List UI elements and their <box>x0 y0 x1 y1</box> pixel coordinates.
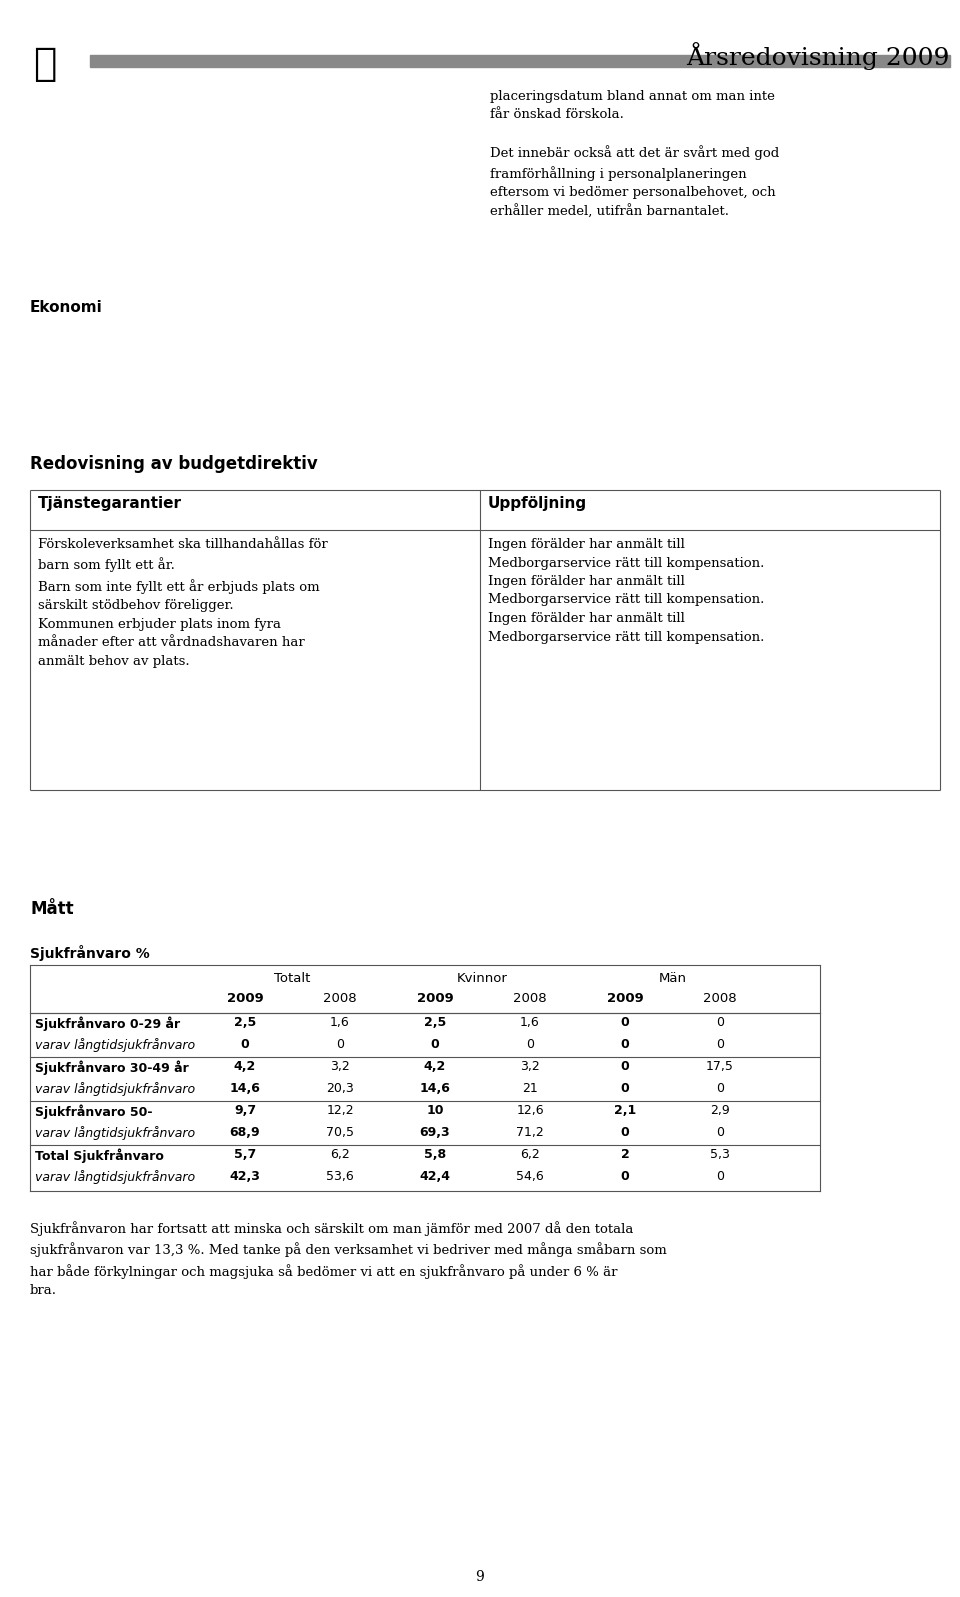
Text: Sjukfrånvaro 30-49 år: Sjukfrånvaro 30-49 år <box>35 1060 189 1075</box>
Text: Totalt: Totalt <box>275 973 311 985</box>
Text: 0: 0 <box>241 1038 250 1051</box>
Text: 4,2: 4,2 <box>424 1060 446 1073</box>
Text: 0: 0 <box>716 1171 724 1183</box>
Text: 5,3: 5,3 <box>710 1148 730 1161</box>
Text: 14,6: 14,6 <box>229 1083 260 1096</box>
Text: 2,5: 2,5 <box>234 1016 256 1028</box>
Text: Total Sjukfrånvaro: Total Sjukfrånvaro <box>35 1148 164 1163</box>
Text: 🌿: 🌿 <box>34 45 57 83</box>
Text: 0: 0 <box>716 1083 724 1096</box>
Text: 2,9: 2,9 <box>710 1104 730 1116</box>
Text: 69,3: 69,3 <box>420 1126 450 1139</box>
Text: 9: 9 <box>475 1570 485 1584</box>
Text: varav långtidsjukfrånvaro: varav långtidsjukfrånvaro <box>35 1038 195 1052</box>
Text: 2,5: 2,5 <box>424 1016 446 1028</box>
Text: Tjänstegarantier: Tjänstegarantier <box>38 497 182 511</box>
Text: Förskoleverksamhet ska tillhandahållas för
barn som fyllt ett år.
Barn som inte : Förskoleverksamhet ska tillhandahållas f… <box>38 538 327 668</box>
Text: 0: 0 <box>431 1038 440 1051</box>
Text: 2009: 2009 <box>607 992 643 1005</box>
Text: varav långtidsjukfrånvaro: varav långtidsjukfrånvaro <box>35 1083 195 1096</box>
Text: 4,2: 4,2 <box>234 1060 256 1073</box>
Text: 2008: 2008 <box>703 992 737 1005</box>
Text: 2009: 2009 <box>227 992 263 1005</box>
Text: Årsredovisning 2009: Årsredovisning 2009 <box>686 42 950 70</box>
Text: 1,6: 1,6 <box>330 1016 349 1028</box>
Text: Ekonomi: Ekonomi <box>30 300 103 315</box>
Text: 12,6: 12,6 <box>516 1104 543 1116</box>
Text: 70,5: 70,5 <box>326 1126 354 1139</box>
Text: varav långtidsjukfrånvaro: varav långtidsjukfrånvaro <box>35 1171 195 1183</box>
Text: 3,2: 3,2 <box>330 1060 349 1073</box>
Text: 0: 0 <box>620 1126 630 1139</box>
Text: 0: 0 <box>620 1038 630 1051</box>
Text: 0: 0 <box>336 1038 344 1051</box>
Text: 5,7: 5,7 <box>234 1148 256 1161</box>
Bar <box>90 54 950 67</box>
Text: Redovisning av budgetdirektiv: Redovisning av budgetdirektiv <box>30 455 318 473</box>
Text: Män: Män <box>659 973 686 985</box>
Text: varav långtidsjukfrånvaro: varav långtidsjukfrånvaro <box>35 1126 195 1140</box>
Text: 2008: 2008 <box>514 992 547 1005</box>
Text: Det innebär också att det är svårt med god
framförhållning i personalplaneringen: Det innebär också att det är svårt med g… <box>490 145 780 219</box>
Text: 17,5: 17,5 <box>706 1060 734 1073</box>
Text: 0: 0 <box>716 1126 724 1139</box>
Text: 14,6: 14,6 <box>420 1083 450 1096</box>
Text: 3,2: 3,2 <box>520 1060 540 1073</box>
Text: 68,9: 68,9 <box>229 1126 260 1139</box>
Text: 2009: 2009 <box>417 992 453 1005</box>
Text: 21: 21 <box>522 1083 538 1096</box>
Text: Uppföljning: Uppföljning <box>488 497 588 511</box>
Text: 0: 0 <box>620 1016 630 1028</box>
Text: 53,6: 53,6 <box>326 1171 354 1183</box>
Text: Mått: Mått <box>30 901 74 918</box>
Text: 42,3: 42,3 <box>229 1171 260 1183</box>
Text: 6,2: 6,2 <box>330 1148 349 1161</box>
Text: 1,6: 1,6 <box>520 1016 540 1028</box>
Text: Sjukfrånvaron har fortsatt att minska och särskilt om man jämför med 2007 då den: Sjukfrånvaron har fortsatt att minska oc… <box>30 1222 667 1297</box>
Text: Sjukfrånvaro 50-: Sjukfrånvaro 50- <box>35 1104 153 1118</box>
Text: 0: 0 <box>716 1038 724 1051</box>
Text: Sjukfrånvaro 0-29 år: Sjukfrånvaro 0-29 år <box>35 1016 180 1030</box>
Text: 0: 0 <box>526 1038 534 1051</box>
Text: 42,4: 42,4 <box>420 1171 450 1183</box>
Text: 20,3: 20,3 <box>326 1083 354 1096</box>
Text: 2008: 2008 <box>324 992 357 1005</box>
Text: 6,2: 6,2 <box>520 1148 540 1161</box>
Text: 54,6: 54,6 <box>516 1171 544 1183</box>
Text: Ingen förälder har anmält till
Medborgarservice rätt till kompensation.
Ingen fö: Ingen förälder har anmält till Medborgar… <box>488 538 764 644</box>
Text: Sjukfrånvaro %: Sjukfrånvaro % <box>30 945 150 961</box>
Text: 12,2: 12,2 <box>326 1104 354 1116</box>
Text: 2: 2 <box>620 1148 630 1161</box>
Text: Kvinnor: Kvinnor <box>457 973 508 985</box>
Text: 2,1: 2,1 <box>613 1104 636 1116</box>
Text: 0: 0 <box>620 1083 630 1096</box>
Text: 9,7: 9,7 <box>234 1104 256 1116</box>
Text: 5,8: 5,8 <box>424 1148 446 1161</box>
Text: 0: 0 <box>716 1016 724 1028</box>
Text: 0: 0 <box>620 1060 630 1073</box>
Text: 71,2: 71,2 <box>516 1126 544 1139</box>
Text: 10: 10 <box>426 1104 444 1116</box>
Text: placeringsdatum bland annat om man inte
får önskad förskola.: placeringsdatum bland annat om man inte … <box>490 89 775 121</box>
Text: 0: 0 <box>620 1171 630 1183</box>
